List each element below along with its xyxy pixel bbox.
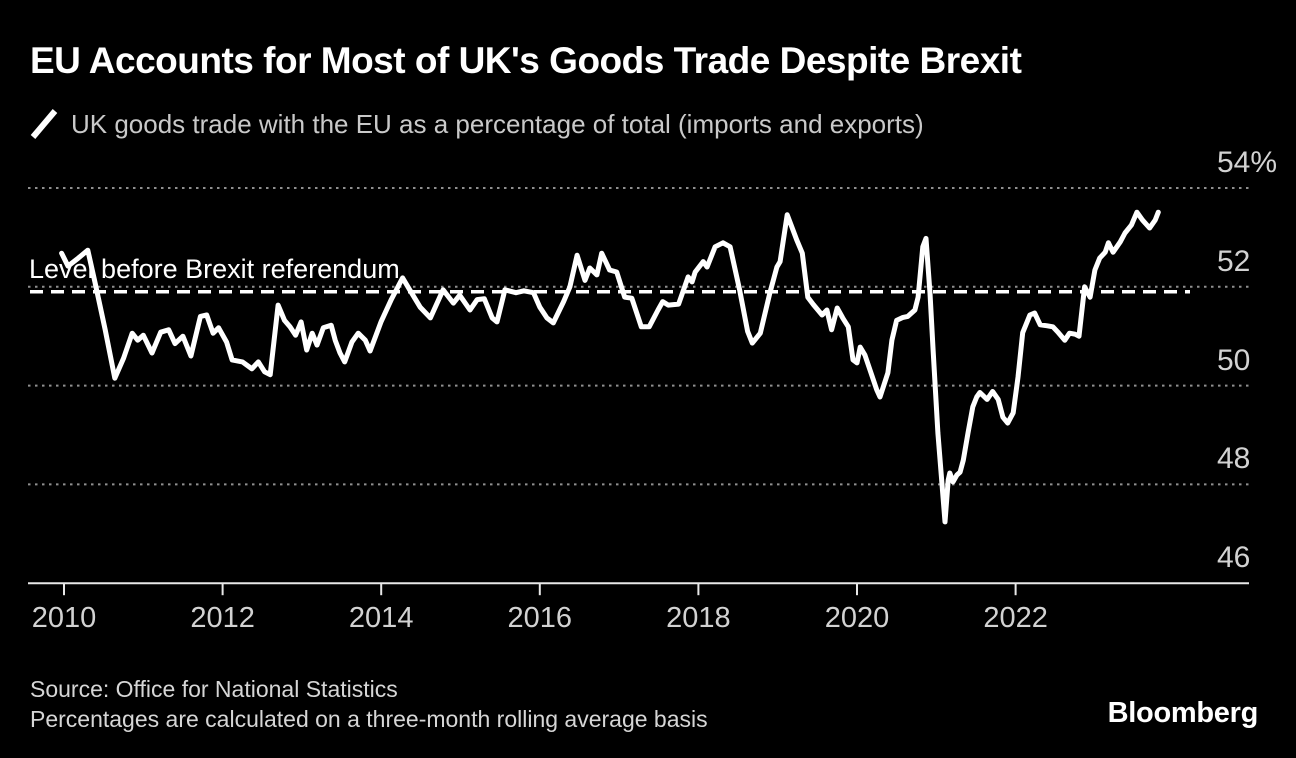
chart-title: EU Accounts for Most of UK's Goods Trade… [30, 40, 1022, 81]
bloomberg-logo: Bloomberg [1107, 697, 1259, 729]
x-axis-label: 2016 [507, 602, 573, 634]
y-axis-label: 52 [1217, 244, 1251, 278]
line-series-legend-icon [30, 109, 58, 139]
x-axis-label: 2010 [31, 602, 97, 634]
x-axis-label: 2014 [348, 602, 414, 634]
x-axis-label: 2022 [983, 602, 1048, 634]
footer: Source: Office for National Statistics P… [30, 674, 708, 734]
legend: UK goods trade with the EU as a percenta… [30, 108, 924, 140]
x-axis-label: 2018 [666, 602, 731, 634]
y-axis-label: 54% [1217, 146, 1278, 179]
reference-line-label: Level before Brexit referendum [29, 254, 400, 284]
source-note: Source: Office for National Statistics [30, 676, 398, 702]
y-axis-label: 48 [1217, 442, 1251, 476]
y-axis-label: 46 [1217, 541, 1251, 575]
methodology-note: Percentages are calculated on a three-mo… [30, 706, 708, 732]
chart-subtitle: UK goods trade with the EU as a percenta… [71, 108, 924, 139]
y-axis-label: 50 [1217, 343, 1251, 377]
x-axis-label: 2012 [190, 602, 255, 634]
data-line [59, 209, 1161, 525]
x-axis-label: 2020 [824, 602, 890, 634]
